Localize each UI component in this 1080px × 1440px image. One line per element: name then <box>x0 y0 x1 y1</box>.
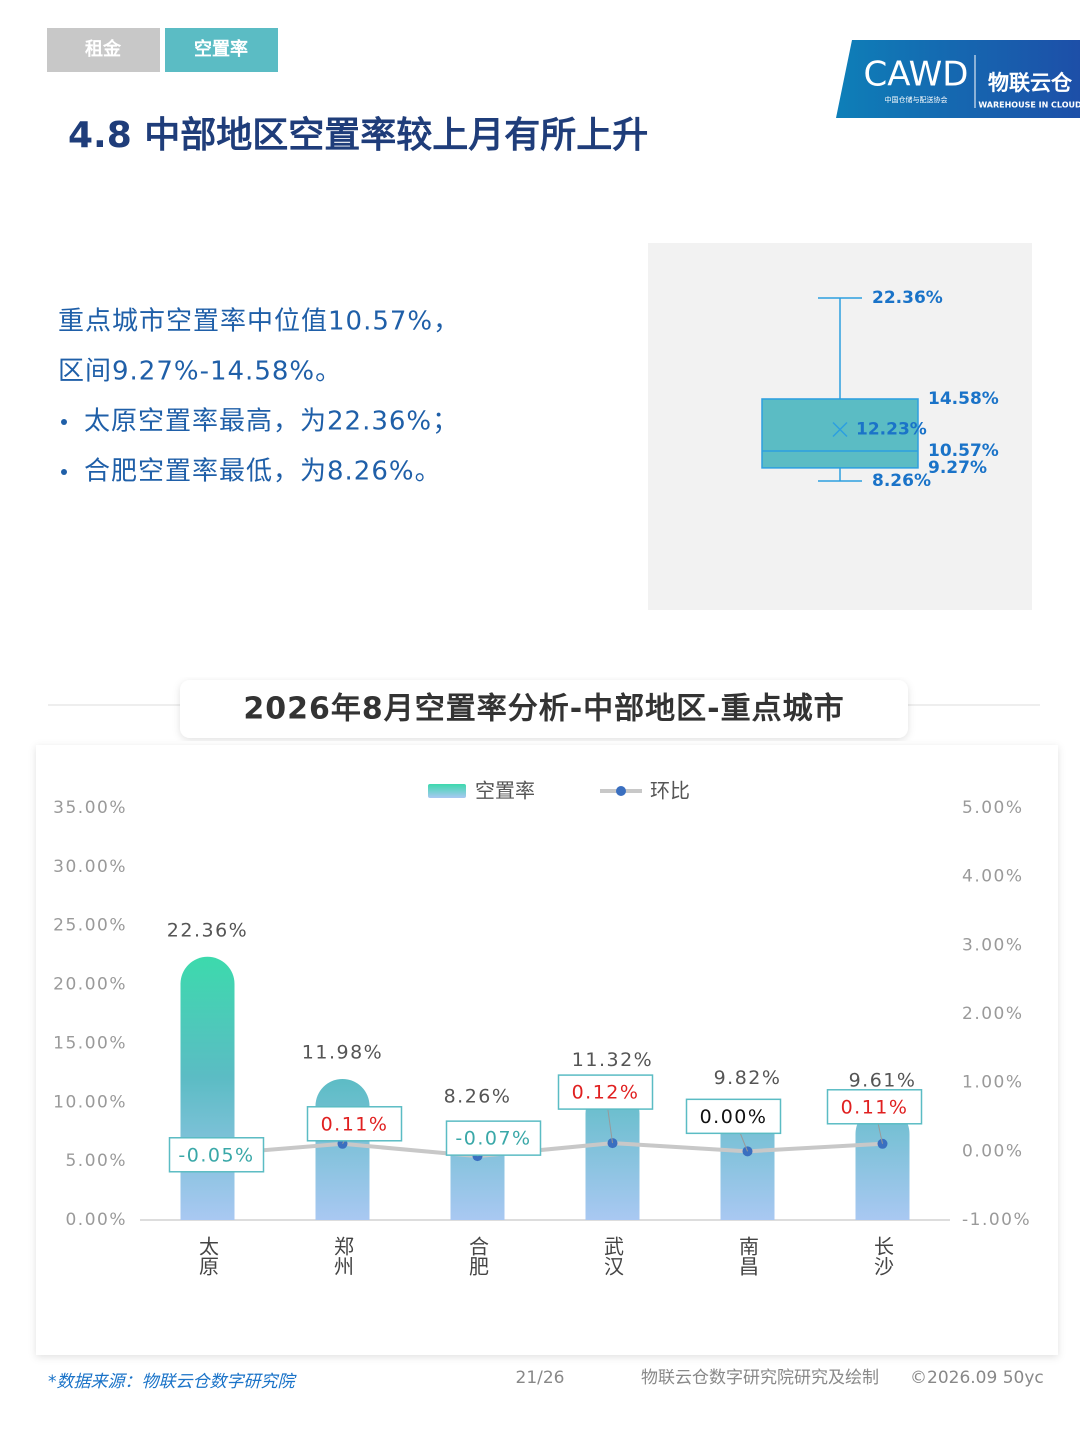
logo-bg <box>836 40 1080 118</box>
logo-mark: CAWD <box>864 55 969 95</box>
y2-tick-label: -1.00% <box>962 1210 1031 1230</box>
line-label-box <box>168 1137 265 1173</box>
bullet-dot <box>61 469 67 475</box>
line-value-label: -0.05% <box>178 1144 254 1166</box>
bar-value-label: 11.98% <box>302 1041 383 1063</box>
chart: 0.00% 5.00% 10.00% 15.00% 20.00% 25.00% 30.00%… <box>53 779 1031 1277</box>
line <box>207 1141 883 1159</box>
bar-value-label: 9.61% <box>849 1069 917 1091</box>
line-label-box <box>306 1106 403 1142</box>
legend-swatch <box>428 784 466 798</box>
mean-marker <box>832 421 848 438</box>
box-label: 8.26% <box>872 471 931 491</box>
legend-dot <box>616 786 626 796</box>
copyright: ©2026.09 50yc <box>910 1368 1044 1388</box>
y-tick-label: 25.00% <box>53 916 127 936</box>
bar-value-label: 22.36% <box>167 919 248 941</box>
bar-value-label: 11.32% <box>572 1049 653 1071</box>
y2-tick-label: 2.00% <box>962 1004 1024 1024</box>
source: *数据来源：物联云仓数字研究院 <box>48 1372 297 1392</box>
chart-title: 2026年8月空置率分析-中部地区-重点城市 <box>243 692 844 727</box>
bar <box>315 1078 370 1220</box>
page-number: 21/26 <box>516 1368 565 1388</box>
box <box>761 398 919 469</box>
tab-label[interactable]: 租金 <box>85 38 122 60</box>
logo-brand: 物联云仓 <box>988 71 1073 95</box>
y-tick-label: 20.00% <box>53 975 127 995</box>
line-label-box <box>445 1120 542 1156</box>
y-tick-label: 15.00% <box>53 1033 127 1053</box>
line-label-box <box>557 1074 654 1110</box>
y2-tick-label: 0.00% <box>962 1141 1024 1161</box>
y-tick-label: 0.00% <box>65 1210 127 1230</box>
box-chart: 22.36% 14.58%12.23%10.57%9.27%8.26% <box>761 288 999 491</box>
x-tick-label: 太原 <box>196 1236 220 1276</box>
bar-value-label: 8.26% <box>444 1085 512 1107</box>
bar <box>585 1086 640 1220</box>
bar-value-label: 9.82% <box>714 1067 782 1089</box>
page-title: 4.8 中部地区空置率较上月有所上升 <box>68 115 648 156</box>
bar <box>180 956 235 1220</box>
summary-bullet: 合肥空置率最低，为8.26%。 <box>84 457 442 487</box>
logo-brand-en: WAREHOUSE IN CLOUD <box>978 101 1080 110</box>
y2-tick-label: 1.00% <box>962 1073 1024 1093</box>
line-value-label: 0.00% <box>700 1106 768 1128</box>
y-tick-label: 35.00% <box>53 798 127 818</box>
y-tick-label: 5.00% <box>65 1151 127 1171</box>
y-tick-label: 10.00% <box>53 1092 127 1112</box>
bar <box>855 1106 910 1220</box>
logo-assoc: 中国仓储与配送协会 <box>885 95 948 104</box>
tab-active[interactable] <box>165 28 278 72</box>
summary-bullet: 太原空置率最高，为22.36%； <box>84 407 459 437</box>
summary-line: 区间9.27%-14.58%。 <box>58 357 342 387</box>
legend-label: 环比 <box>650 779 690 803</box>
box-label: 14.58% <box>928 389 999 409</box>
line-label-box <box>826 1089 923 1125</box>
tab-label[interactable]: 空置率 <box>194 38 248 60</box>
line-label-box <box>685 1098 782 1135</box>
legend-label: 空置率 <box>475 779 535 803</box>
y2-tick-label: 5.00% <box>962 798 1024 818</box>
x-tick-label: 南昌 <box>736 1236 760 1276</box>
box-label: 12.23% <box>856 419 927 439</box>
box-label: 10.57% <box>928 441 999 461</box>
summary-line: 重点城市空置率中位值10.57%， <box>58 307 460 337</box>
chart-title-bg <box>180 680 908 738</box>
line-value-label: 0.11% <box>321 1113 389 1135</box>
credit: 物联云仓数字研究院研究及绘制 <box>641 1368 879 1388</box>
x-tick-label: 郑州 <box>331 1236 355 1276</box>
y2-tick-label: 4.00% <box>962 867 1024 887</box>
line-value-label: 0.12% <box>572 1082 640 1104</box>
y2-tick-label: 3.00% <box>962 935 1024 955</box>
x-tick-label: 合肥 <box>466 1236 490 1276</box>
bullet-dot <box>61 419 67 425</box>
tab[interactable] <box>47 28 160 72</box>
x-tick-label: 长沙 <box>871 1236 895 1276</box>
box-label: 9.27% <box>928 458 987 478</box>
box-label: 22.36% <box>872 288 943 308</box>
x-tick-label: 武汉 <box>601 1236 625 1276</box>
line-value-label: -0.07% <box>455 1128 531 1150</box>
line-value-label: 0.11% <box>841 1096 909 1118</box>
y-tick-label: 30.00% <box>53 857 127 877</box>
